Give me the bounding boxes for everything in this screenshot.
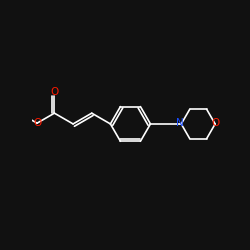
Text: O: O (211, 118, 219, 128)
Text: O: O (50, 86, 58, 97)
Text: O: O (33, 118, 41, 128)
Text: N: N (176, 118, 184, 128)
